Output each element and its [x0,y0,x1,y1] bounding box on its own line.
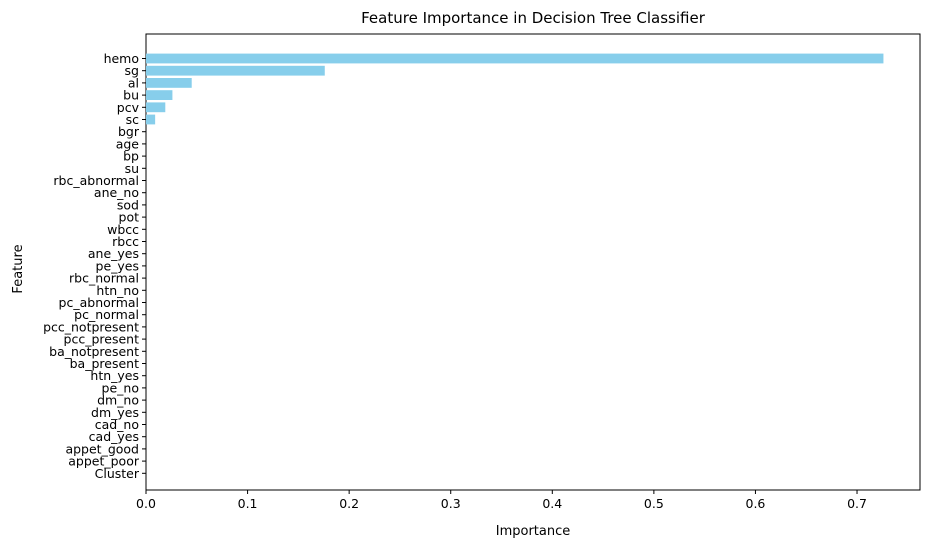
x-axis-label: Importance [496,524,571,539]
y-tick-label: bp [123,149,139,164]
plot-frame [145,33,921,491]
y-tick-label: dm_yes [91,405,139,420]
y-tick-label: dm_no [97,393,139,408]
bar-hemo [146,53,884,64]
x-axis-ticks: 0.0 0.1 0.2 0.3 0.4 0.5 0.6 0.7 [136,490,867,511]
y-axis-ticks: hemosgalbupcvscbgragebpsurbc_abnormalane… [43,51,146,481]
y-tick-label: pcv [117,100,140,115]
x-tick-label: 0.5 [644,496,664,511]
y-tick-label: htn_yes [90,368,139,383]
y-tick-label: Cluster [95,466,140,481]
x-tick-label: 0.0 [136,496,156,511]
y-tick-label: su [125,161,139,176]
y-axis-label: Feature [11,244,26,293]
y-tick-label: ane_yes [88,246,139,261]
y-tick-label: ba_notpresent [49,344,139,359]
y-tick-label: rbcc [112,234,139,249]
y-tick-label: rbc_normal [69,271,139,286]
y-tick-label: pe_no [102,380,139,395]
y-tick-label: al [128,75,139,90]
y-tick-label: pcc_present [64,332,140,347]
bar-pcv [146,102,166,113]
bar-bu [146,90,173,100]
y-tick-label: pe_yes [96,258,139,273]
y-tick-label: appet_good [65,441,139,456]
bar-al [146,78,192,88]
y-tick-label: pc_normal [74,307,139,322]
y-tick-label: pcc_notpresent [43,319,139,334]
x-tick-label: 0.1 [238,496,258,511]
y-tick-label: age [116,136,140,151]
x-tick-label: 0.7 [847,496,867,511]
y-tick-label: sc [126,112,140,127]
y-tick-label: sg [125,63,139,78]
y-tick-label: ba_present [70,356,139,371]
y-tick-label: appet_poor [68,454,140,469]
y-tick-label: hemo [104,51,139,66]
bar-sg [146,65,325,76]
y-tick-label: bu [123,88,139,103]
chart-title: Feature Importance in Decision Tree Clas… [361,9,706,27]
x-tick-label: 0.4 [542,496,562,511]
y-tick-label: rbc_abnormal [53,173,139,188]
y-tick-label: pot [119,210,140,225]
y-tick-label: cad_yes [89,429,139,444]
x-tick-label: 0.6 [746,496,766,511]
x-tick-label: 0.2 [339,496,359,511]
bar-sc [146,114,156,125]
bars [146,53,884,125]
x-tick-label: 0.3 [441,496,461,511]
y-tick-label: cad_no [95,417,139,432]
y-tick-label: htn_no [96,283,139,298]
y-tick-label: pc_abnormal [59,295,139,310]
y-tick-label: wbcc [107,222,139,237]
y-tick-label: ane_no [94,185,139,200]
y-tick-label: bgr [118,124,140,139]
y-tick-label: sod [117,197,139,212]
plot-area [145,33,921,491]
